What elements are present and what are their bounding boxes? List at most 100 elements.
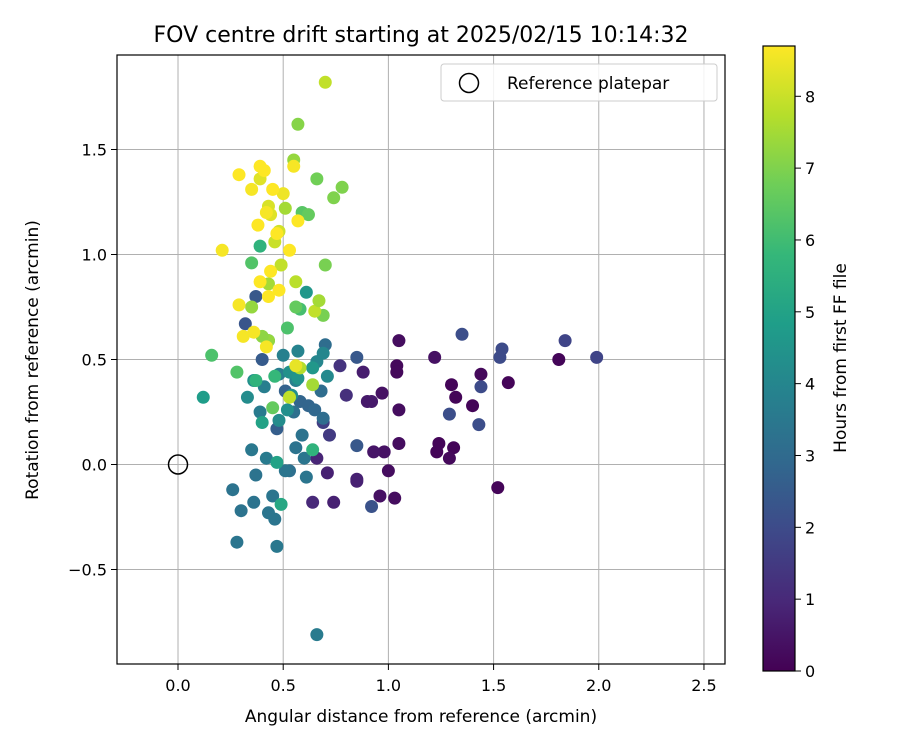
data-point — [365, 500, 379, 513]
data-point — [247, 325, 261, 339]
data-point — [232, 168, 246, 182]
legend-entry-reference-platepar: Reference platepar — [507, 74, 669, 94]
data-point — [356, 365, 370, 379]
data-point — [312, 294, 326, 308]
colorbar-tick-label: 4 — [805, 375, 815, 394]
data-point — [253, 275, 267, 289]
data-point — [278, 201, 292, 215]
x-tick-label: 1.0 — [376, 676, 401, 695]
data-point — [590, 350, 604, 364]
data-point — [240, 390, 254, 404]
data-point — [215, 243, 229, 257]
data-point — [289, 300, 303, 314]
legend: Reference platepar — [440, 63, 718, 102]
data-point — [291, 214, 305, 228]
x-tick-label: 0.5 — [270, 676, 295, 695]
data-point — [350, 474, 364, 488]
x-axis-label: Angular distance from reference (arcmin) — [245, 707, 597, 727]
legend-marker — [458, 72, 480, 94]
colorbar: 0 1 2 3 4 5 6 7 8 Hours from first FF file — [762, 45, 851, 681]
data-point — [430, 445, 444, 459]
colorbar-label: Hours from first FF file — [831, 263, 851, 453]
data-point — [257, 164, 271, 177]
data-point — [264, 264, 278, 278]
data-point — [301, 208, 315, 222]
data-point — [375, 386, 389, 400]
data-point — [381, 464, 395, 478]
colorbar-tick-label: 5 — [805, 303, 815, 322]
data-point — [255, 353, 269, 366]
x-tick-label: 2.5 — [691, 676, 716, 695]
colorbar-tick-label: 8 — [805, 87, 815, 106]
colorbar-tick-label: 3 — [805, 446, 815, 465]
y-axis-label: Rotation from reference (arcmin) — [23, 220, 43, 500]
data-point — [466, 399, 480, 413]
data-point — [308, 403, 322, 417]
data-point — [289, 275, 303, 289]
data-point — [226, 483, 240, 497]
data-point — [335, 180, 349, 194]
y-tick-label: −0.5 — [68, 561, 107, 580]
data-point — [205, 348, 219, 362]
data-point — [249, 374, 263, 387]
data-point — [261, 506, 275, 520]
y-tick-label: 1.5 — [82, 141, 107, 160]
data-point — [280, 321, 294, 335]
data-point — [270, 539, 284, 553]
data-point — [552, 353, 566, 366]
data-point — [474, 380, 488, 394]
data-point — [318, 75, 332, 89]
data-point — [283, 243, 297, 257]
y-tick-label: 0.5 — [82, 351, 107, 370]
data-point — [333, 359, 347, 373]
data-point — [276, 187, 290, 201]
data-point — [373, 489, 387, 503]
data-point — [320, 369, 334, 383]
scatter-points — [196, 75, 604, 642]
data-point — [238, 317, 252, 331]
data-point — [287, 159, 301, 173]
data-point — [274, 258, 288, 272]
data-point — [308, 304, 322, 318]
data-point — [259, 340, 273, 354]
data-point — [316, 411, 330, 425]
data-point — [253, 405, 267, 419]
x-tick-label: 2.0 — [586, 676, 611, 695]
data-point — [234, 504, 248, 518]
data-point — [558, 334, 572, 348]
data-point — [249, 290, 263, 303]
data-point — [447, 441, 461, 455]
data-point — [306, 378, 320, 392]
data-point — [360, 395, 374, 408]
data-point — [283, 390, 297, 404]
data-point — [230, 535, 244, 549]
data-point — [377, 445, 391, 459]
colorbar-tick-label: 0 — [805, 662, 815, 681]
data-point — [442, 451, 456, 465]
data-point — [230, 365, 244, 379]
data-point — [501, 376, 515, 390]
colorbar-tick-label: 1 — [805, 590, 815, 609]
colorbar-tick-label: 2 — [805, 518, 815, 537]
plot-area: 0.0 0.5 1.0 1.5 2.0 2.5 −0.5 0.0 0.5 1.0 1.5 — [68, 54, 726, 695]
data-point — [289, 359, 303, 373]
data-point — [249, 468, 263, 482]
data-point — [472, 418, 486, 432]
data-point — [306, 361, 320, 375]
chart-title: FOV centre drift starting at 2025/02/15 … — [154, 23, 689, 48]
data-point — [291, 117, 305, 131]
data-point — [350, 350, 364, 364]
data-point — [449, 390, 463, 404]
data-point — [388, 491, 402, 505]
data-point — [316, 346, 330, 360]
data-point — [245, 182, 259, 196]
data-point — [276, 348, 290, 362]
data-point — [474, 367, 488, 381]
data-point — [491, 481, 505, 495]
data-point — [272, 283, 286, 297]
data-point — [291, 344, 305, 358]
data-point — [392, 403, 406, 417]
data-point — [245, 300, 259, 314]
colorbar-ticks: 0 1 2 3 4 5 6 7 8 — [795, 87, 815, 681]
